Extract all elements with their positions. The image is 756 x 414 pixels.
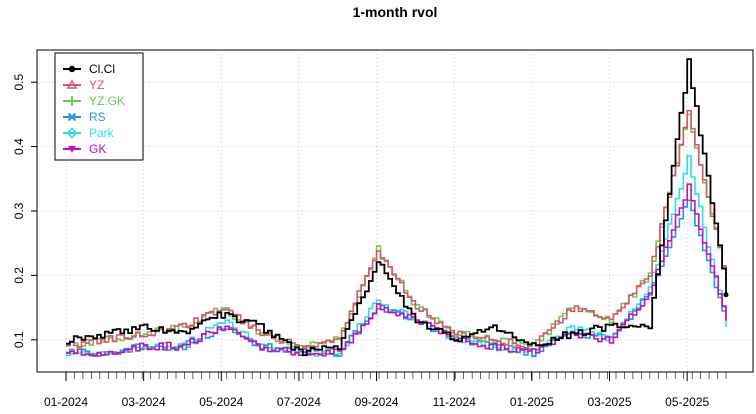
series-line-park: [66, 155, 727, 358]
x-tick-label: 03-2024: [122, 395, 166, 409]
series-line-gk: [66, 183, 727, 357]
series-line-yz: [66, 109, 727, 350]
legend-marker: [67, 112, 77, 122]
legend-label: YZ.GK: [89, 94, 125, 108]
x-tick-label: 01-2025: [510, 395, 554, 409]
legend-label: Park: [89, 126, 115, 140]
x-axis: 01-2024 03-2024 05-2024 07-2024 09-2024 11-20…: [44, 371, 727, 409]
chart-title: 1-month rvol: [353, 4, 438, 20]
y-tick-label: 0.3: [12, 202, 26, 219]
series-line-cl-cl: [66, 58, 727, 357]
legend-label: YZ: [89, 78, 104, 92]
y-tick-label: 0.4: [12, 138, 26, 155]
x-tick-label: 01-2024: [44, 395, 88, 409]
x-tick-label: 11-2024: [433, 395, 476, 409]
series-lines: [66, 58, 729, 358]
legend-marker: [67, 96, 77, 106]
y-tick-label: 0.2: [12, 267, 26, 284]
legend-marker: [66, 127, 78, 139]
y-tick-label: 0.5: [12, 74, 26, 91]
legend-label: RS: [89, 110, 106, 124]
series-end-marker: [723, 292, 729, 298]
x-tick-label: 03-2025: [588, 395, 632, 409]
y-axis: 0.1 0.2 0.3 0.4 0.5: [12, 74, 37, 348]
legend-marker: [68, 146, 76, 153]
legend-marker: [68, 65, 76, 73]
x-tick-label: 05-2025: [665, 395, 709, 409]
x-tick-label: 05-2024: [199, 395, 243, 409]
x-tick-label: 07-2024: [277, 395, 321, 409]
legend-label: GK: [89, 142, 106, 156]
x-tick-label: 09-2024: [355, 395, 399, 409]
legend-label: Cl.Cl: [89, 62, 115, 76]
legend: Cl.Cl YZ YZ.GK RS Park GK: [54, 52, 144, 161]
y-tick-label: 0.1: [12, 331, 26, 348]
legend-marker: [66, 79, 78, 89]
